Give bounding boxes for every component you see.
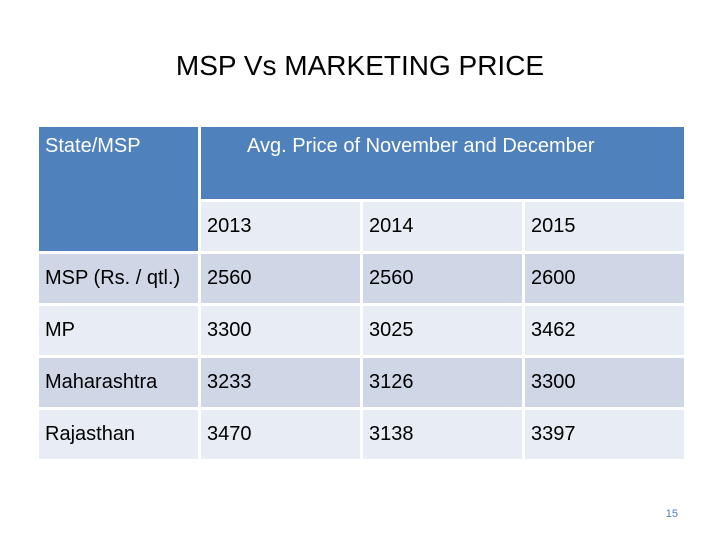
row-label: MSP (Rs. / qtl.) bbox=[36, 251, 201, 306]
table-row: MP 3300 3025 3462 bbox=[36, 303, 688, 358]
price-table: State/MSP Avg. Price of November and Dec… bbox=[36, 124, 688, 462]
corner-header: State/MSP bbox=[36, 124, 201, 254]
table-cell: 3138 bbox=[360, 407, 525, 462]
year-header: 2014 bbox=[360, 199, 525, 254]
table-row: Maharashtra 3233 3126 3300 bbox=[36, 355, 688, 410]
table-cell: 3300 bbox=[521, 355, 688, 410]
table-cell: 2560 bbox=[360, 251, 525, 306]
table-row: Rajasthan 3470 3138 3397 bbox=[36, 407, 688, 462]
table-cell: 3300 bbox=[198, 303, 363, 358]
slide-title: MSP Vs MARKETING PRICE bbox=[175, 50, 545, 81]
group-header: Avg. Price of November and December bbox=[197, 124, 688, 202]
row-label: Maharashtra bbox=[36, 355, 201, 410]
row-label: Rajasthan bbox=[36, 407, 201, 462]
table-cell: 3462 bbox=[521, 303, 688, 358]
table-cell: 3126 bbox=[360, 355, 525, 410]
row-label: MP bbox=[36, 303, 201, 358]
table-row: MSP (Rs. / qtl.) 2560 2560 2600 bbox=[36, 251, 688, 306]
table-cell: 3397 bbox=[521, 407, 688, 462]
year-header-row: 2013 2014 2015 bbox=[37, 199, 688, 254]
table-cell: 2600 bbox=[521, 251, 688, 306]
year-header: 2013 bbox=[198, 199, 363, 254]
year-header: 2015 bbox=[521, 199, 688, 254]
table-cell: 3233 bbox=[198, 355, 363, 410]
page-number: 15 bbox=[665, 508, 678, 520]
table-cell: 3470 bbox=[198, 407, 363, 462]
table-cell: 3025 bbox=[360, 303, 525, 358]
table-cell: 2560 bbox=[198, 251, 363, 306]
